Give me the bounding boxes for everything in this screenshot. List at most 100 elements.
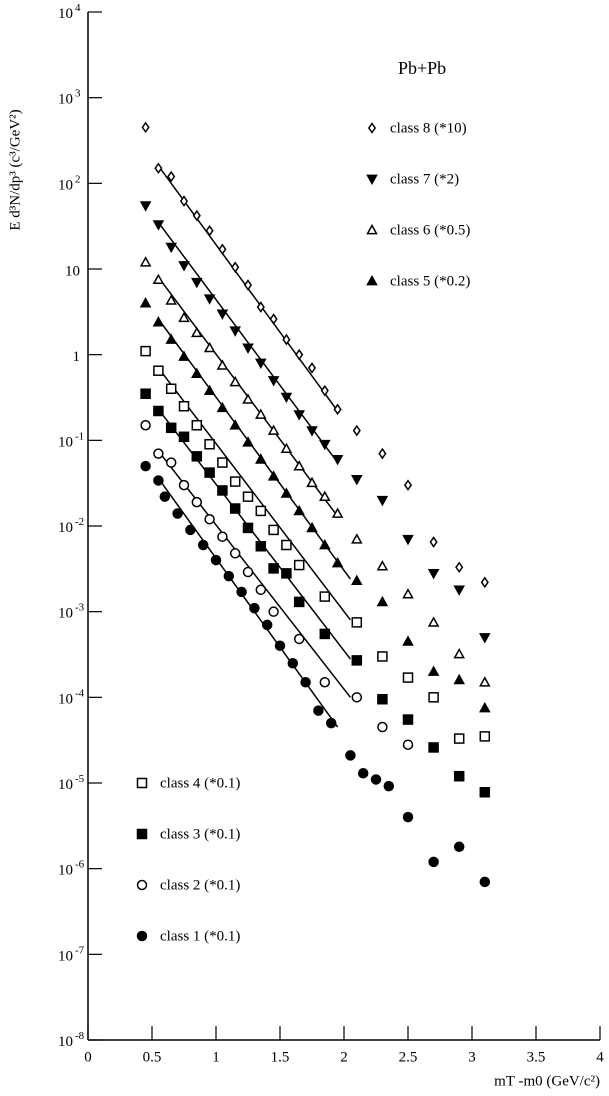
data-point <box>154 162 163 175</box>
data-point <box>267 424 280 435</box>
legend-marker <box>136 828 148 840</box>
y-tick-label: 10 -8 <box>58 1030 85 1051</box>
data-point <box>428 856 439 868</box>
y-tick-exponent: -2 <box>75 516 84 528</box>
data-point <box>267 376 280 387</box>
data-point <box>218 243 227 256</box>
legend-label: class 3 (*0.1) <box>160 826 240 842</box>
data-point <box>268 606 279 617</box>
data-point <box>333 403 342 416</box>
data-point <box>453 673 465 685</box>
data-point <box>165 457 177 468</box>
x-tick-label: 0.5 <box>143 1049 162 1065</box>
data-point <box>255 505 267 517</box>
data-point <box>306 426 318 437</box>
data-point <box>255 358 267 370</box>
y-tick-exponent: 4 <box>75 2 81 14</box>
y-tick-base: 10 <box>58 777 73 793</box>
y-tick-label: 10 -7 <box>58 944 85 965</box>
data-point <box>217 531 228 542</box>
x-tick-label: 3 <box>468 1049 476 1065</box>
legend-marker <box>136 879 148 891</box>
data-point <box>331 507 344 518</box>
data-point <box>178 311 190 323</box>
data-point <box>229 503 241 514</box>
data-point <box>352 424 361 437</box>
y-tick-label: 10 -2 <box>58 516 84 537</box>
fit-line <box>157 318 352 580</box>
y-tick-base: 10 <box>58 863 73 879</box>
data-point <box>229 326 241 337</box>
data-point <box>402 811 414 823</box>
data-point <box>300 676 311 688</box>
data-point <box>479 876 491 888</box>
legend-label: class 4 (*0.1) <box>160 775 240 791</box>
y-tick-base: 10 <box>58 435 73 451</box>
y-tick-exponent: -4 <box>75 687 85 699</box>
data-point <box>293 504 305 516</box>
data-point <box>191 496 203 508</box>
y-tick-label: 10 -1 <box>58 430 84 451</box>
data-point <box>280 442 293 453</box>
data-point <box>377 721 388 733</box>
data-point <box>427 665 440 676</box>
data-point <box>307 362 317 374</box>
data-point <box>402 588 414 599</box>
data-point <box>153 475 164 486</box>
data-point <box>203 294 216 305</box>
data-point <box>331 454 344 466</box>
data-point <box>261 619 273 631</box>
legend-label: class 7 (*2) <box>390 171 459 187</box>
x-axis-label: mT -m0 (GeV/c²) <box>494 1073 600 1089</box>
y-axis-label: E d³N/dp³ (c³/GeV²) <box>7 109 23 230</box>
data-point <box>229 419 241 430</box>
data-point <box>268 563 279 574</box>
data-point <box>351 692 363 703</box>
x-tick-label: 1.5 <box>271 1049 290 1065</box>
data-point <box>480 576 489 589</box>
data-point <box>165 422 177 434</box>
data-point <box>153 448 164 459</box>
data-point <box>178 431 190 443</box>
data-point <box>249 602 260 614</box>
data-point <box>376 595 389 607</box>
data-point <box>242 393 254 404</box>
data-point <box>357 767 369 779</box>
data-point <box>197 539 209 551</box>
y-tick-base: 10 <box>58 949 73 965</box>
y-tick-exponent: -8 <box>75 1030 85 1042</box>
data-point <box>281 568 292 579</box>
data-point <box>217 485 228 496</box>
legend-label: class 1 (*0.1) <box>160 928 240 944</box>
data-point <box>274 640 286 652</box>
y-tick-base: 10 <box>58 178 73 194</box>
data-point <box>243 279 253 291</box>
data-point <box>319 490 331 502</box>
data-point <box>402 714 414 725</box>
data-point <box>479 701 491 713</box>
data-point <box>159 491 171 502</box>
data-point <box>320 384 329 397</box>
data-point <box>204 467 215 478</box>
data-point <box>427 616 440 627</box>
data-point <box>140 388 151 399</box>
data-point <box>383 780 395 792</box>
data-point <box>287 657 299 669</box>
legend-label: class 2 (*0.1) <box>160 877 240 893</box>
data-point <box>165 383 177 395</box>
data-point <box>269 313 278 325</box>
fit-line <box>157 367 351 621</box>
data-point <box>377 651 388 662</box>
data-point <box>479 676 491 687</box>
data-point <box>293 559 305 571</box>
y-tick-base: 10 <box>58 606 73 622</box>
data-point <box>255 541 267 552</box>
data-point <box>231 261 240 273</box>
y-tick-exponent: -7 <box>75 944 85 956</box>
legend-marker <box>367 122 377 134</box>
data-point <box>242 566 254 578</box>
data-point <box>331 556 344 568</box>
data-point <box>152 273 165 285</box>
data-point <box>376 560 389 571</box>
data-point <box>428 692 439 703</box>
